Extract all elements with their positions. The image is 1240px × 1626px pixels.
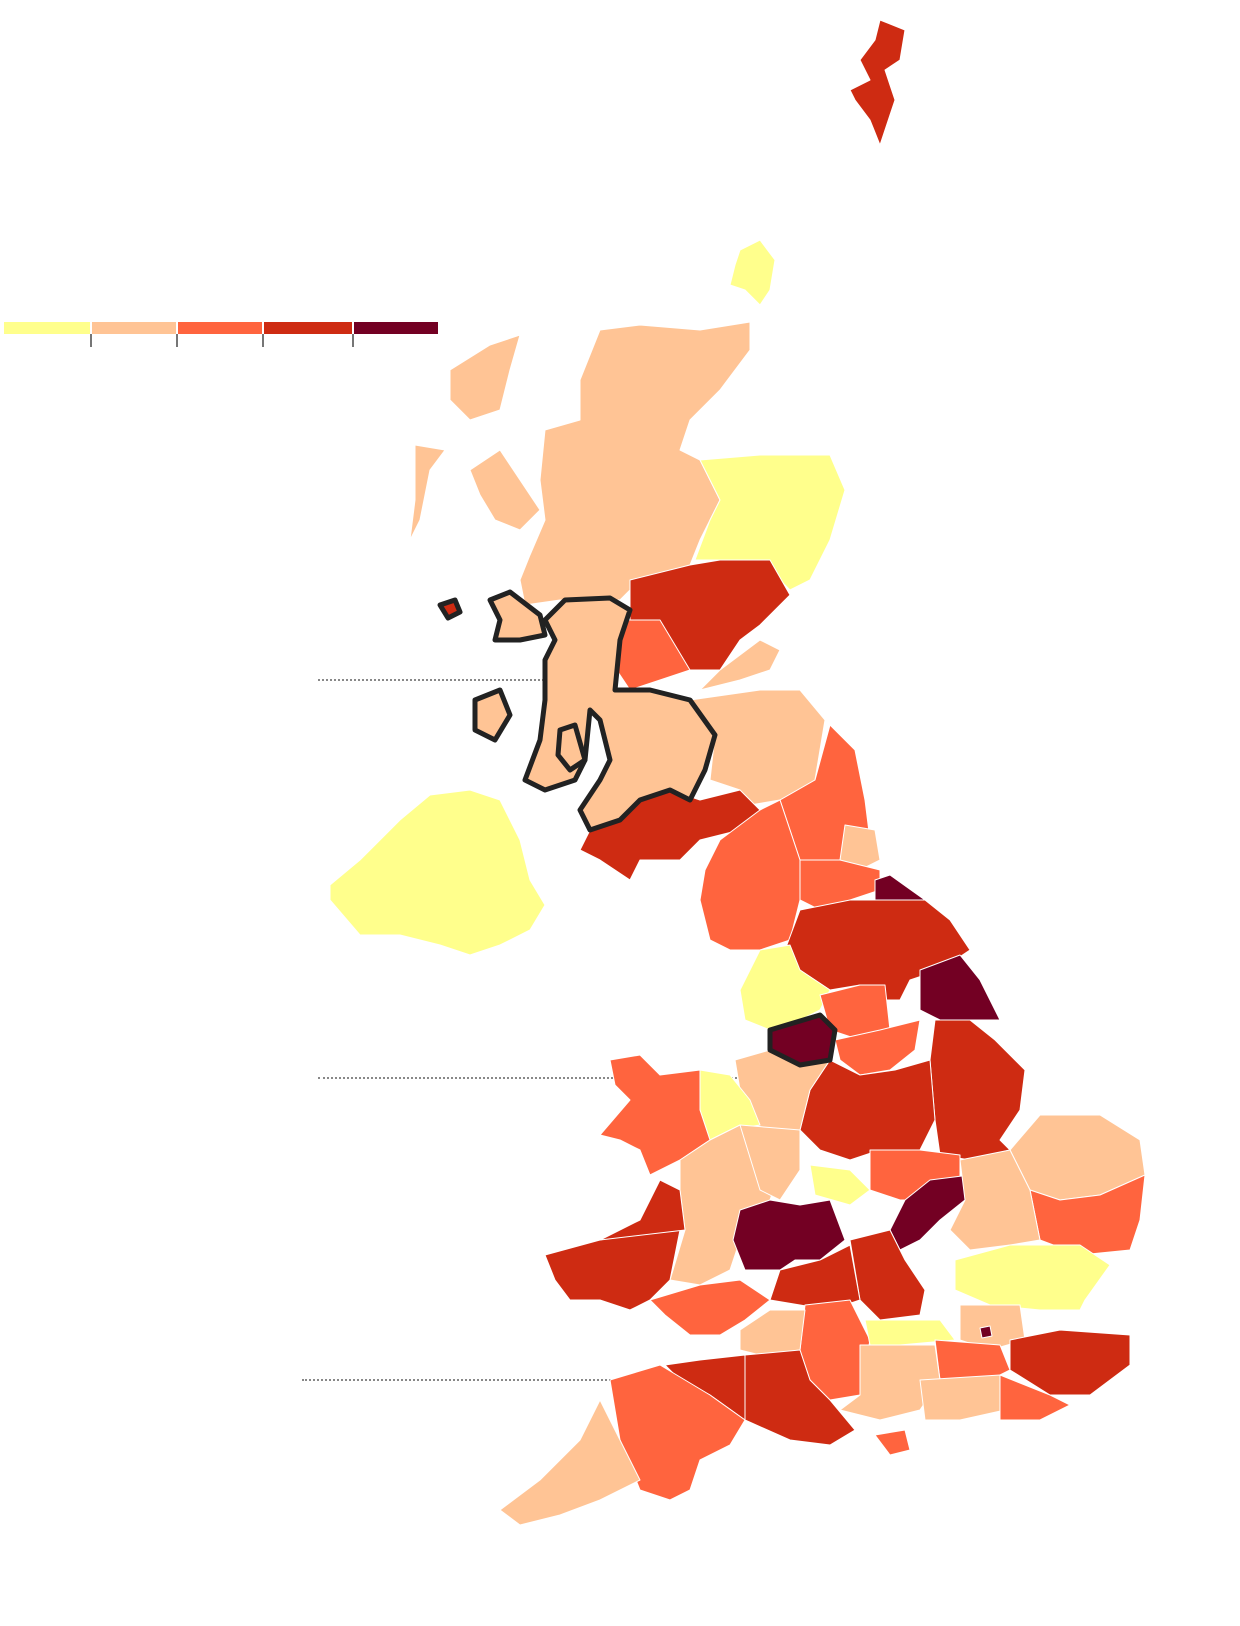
legend-bin-2 xyxy=(92,322,178,347)
legend-tick xyxy=(262,334,264,347)
region-durham xyxy=(799,859,881,911)
region-cornwall xyxy=(499,1399,641,1526)
region-essex xyxy=(954,1244,1111,1311)
region-london xyxy=(959,1304,1026,1351)
region-greater-manchester xyxy=(767,1012,838,1068)
leader-line-manchester xyxy=(318,1077,773,1079)
region-tyne xyxy=(839,824,881,871)
region-lincolnshire xyxy=(929,1019,1026,1161)
region-arran xyxy=(555,722,588,773)
region-isle-of-wight xyxy=(874,1429,911,1456)
region-west-midlands xyxy=(739,1124,801,1201)
region-ceredigion xyxy=(599,1179,686,1241)
legend-bin-5 xyxy=(354,322,438,334)
region-northern-ireland xyxy=(329,789,546,956)
region-east-sussex xyxy=(999,1374,1071,1421)
region-islay xyxy=(472,687,513,743)
region-small-isle xyxy=(437,597,463,621)
legend-tick xyxy=(352,334,354,347)
region-mull xyxy=(487,589,548,643)
legend-bin-1 xyxy=(4,322,92,347)
region-kent xyxy=(1009,1329,1131,1396)
region-aberdeenshire xyxy=(694,454,846,591)
legend-bin-3 xyxy=(178,322,264,347)
legend-tick xyxy=(90,334,92,347)
region-strathclyde xyxy=(522,595,718,833)
region-skye xyxy=(469,449,541,531)
region-west-sussex xyxy=(919,1374,1006,1421)
region-dorset xyxy=(744,1349,856,1446)
region-western-isles xyxy=(449,334,521,421)
region-shetland xyxy=(849,19,906,146)
color-legend xyxy=(4,322,438,347)
legend-tick xyxy=(176,334,178,347)
region-fife xyxy=(699,639,781,691)
region-orkney xyxy=(729,239,776,306)
legend-bin-4 xyxy=(264,322,354,347)
region-london-core xyxy=(979,1325,993,1339)
region-cumbria xyxy=(699,799,801,951)
leader-line-scotland xyxy=(318,679,548,681)
region-surrey xyxy=(934,1339,1011,1381)
region-birmingham xyxy=(809,1164,871,1206)
region-north-wales xyxy=(599,1054,711,1176)
region-south-yorkshire xyxy=(834,1019,921,1076)
region-south-wales-valleys xyxy=(649,1279,771,1336)
region-outer-isles-south xyxy=(409,444,446,541)
region-lancashire xyxy=(739,944,831,1031)
region-east-yorkshire xyxy=(919,954,1001,1021)
region-berkshire xyxy=(864,1319,956,1346)
region-hampshire xyxy=(839,1344,941,1421)
